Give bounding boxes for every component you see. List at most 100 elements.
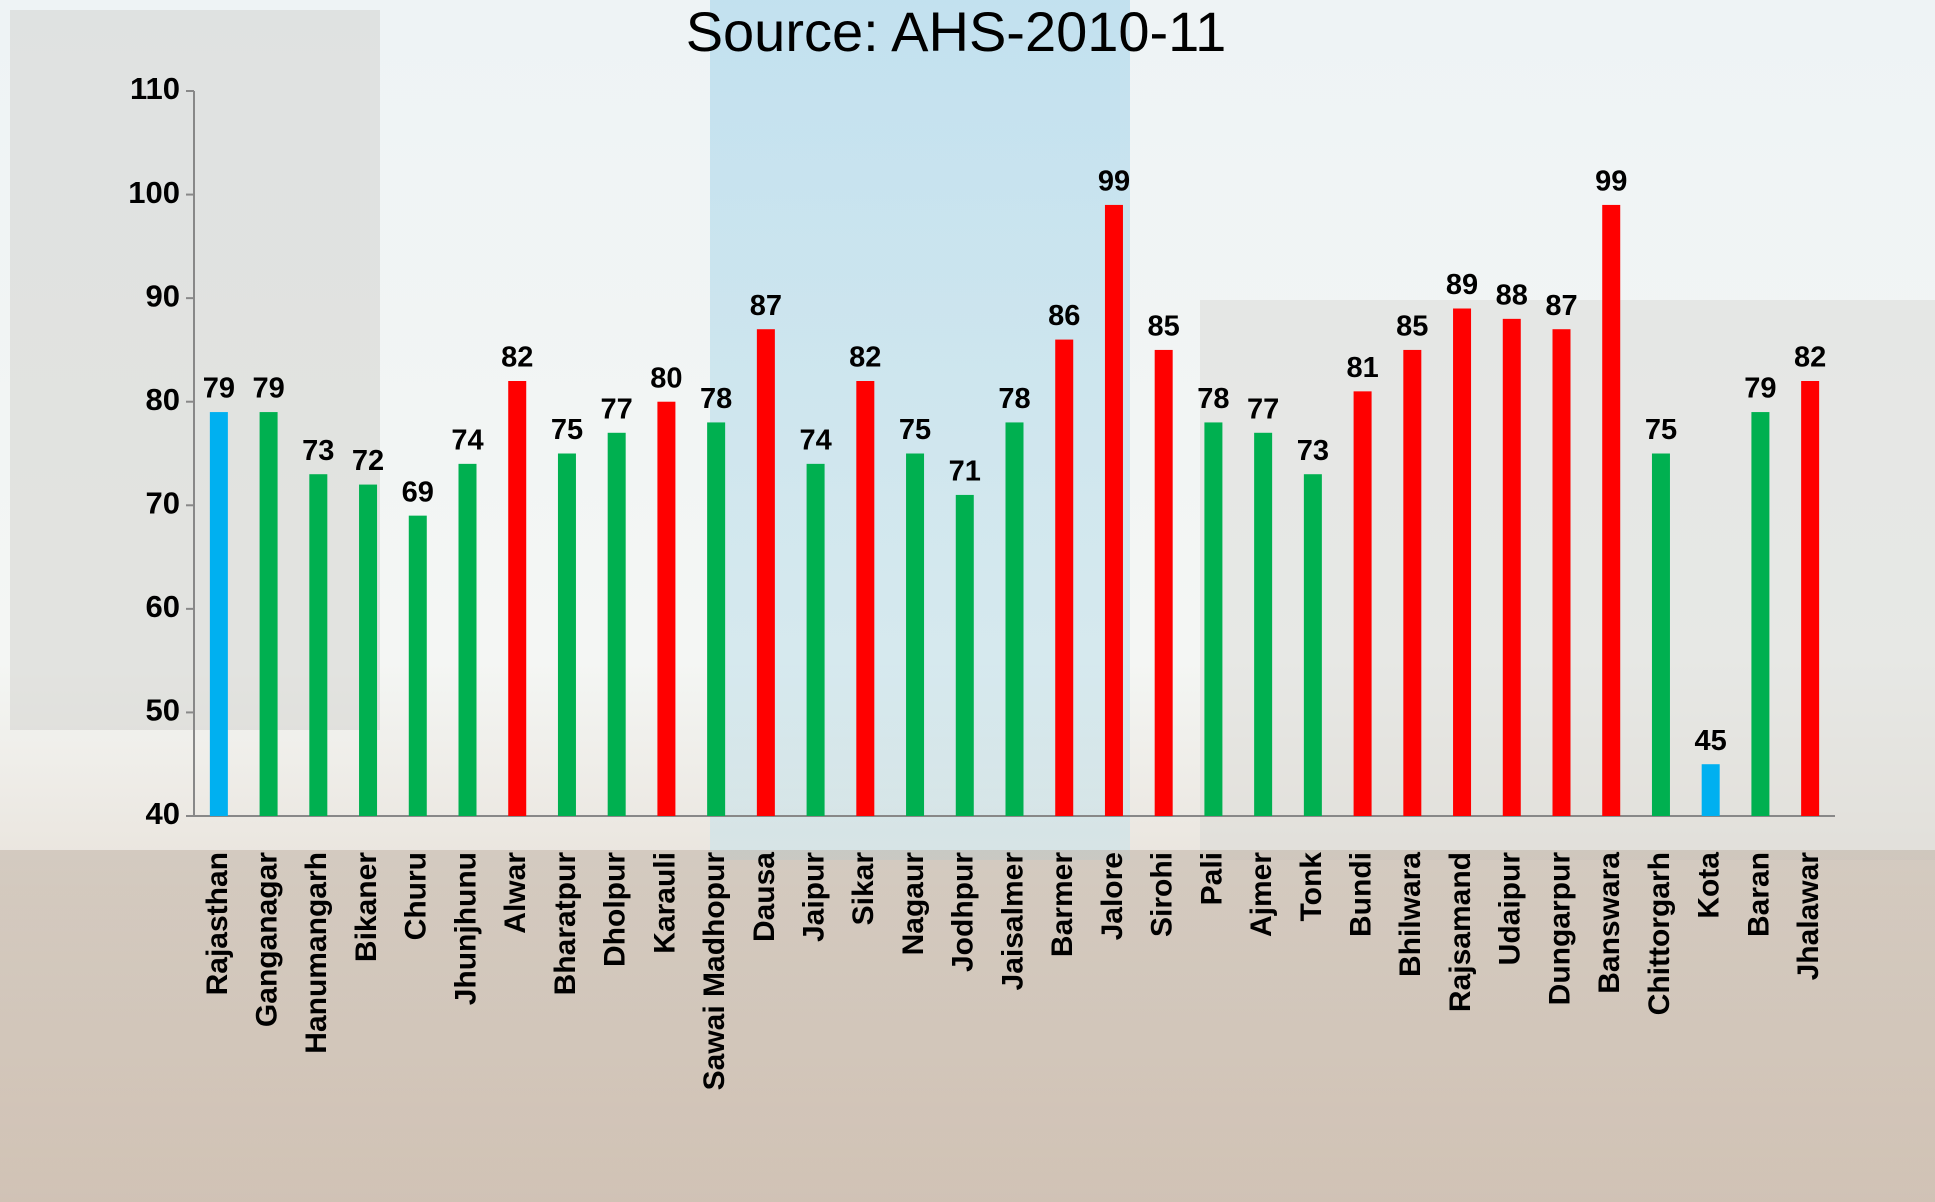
bar (608, 433, 626, 816)
x-tick-label: Kota (1693, 852, 1726, 919)
value-label: 73 (1297, 435, 1329, 467)
bar (707, 422, 725, 816)
bar (1105, 205, 1123, 816)
x-tick-label: Bharatpur (549, 852, 582, 996)
y-tick-label: 70 (146, 485, 180, 520)
x-tick-label: Jhunjhunu (449, 852, 482, 1005)
x-tick-label: Karauli (648, 852, 681, 954)
x-tick-label: Bikaner (350, 852, 383, 962)
value-label: 87 (750, 290, 782, 322)
value-label: 75 (899, 414, 931, 446)
x-tick-label: Udaipur (1494, 852, 1527, 966)
y-tick-label: 110 (130, 71, 180, 106)
value-label: 85 (1396, 311, 1428, 343)
x-tick-label: Bundi (1345, 852, 1378, 937)
value-label: 74 (799, 425, 831, 457)
x-tick-label: Ajmer (1245, 852, 1278, 937)
bar (1354, 391, 1372, 816)
value-label: 85 (1148, 311, 1180, 343)
y-tick-label: 50 (146, 693, 180, 728)
value-label: 78 (1197, 383, 1229, 415)
x-tick-label: Barmer (1046, 852, 1079, 957)
x-tick-label: Sirohi (1146, 852, 1179, 937)
value-label: 73 (302, 435, 334, 467)
x-tick-label: Dungarpur (1543, 852, 1576, 1006)
x-tick-label: Ganganagar (251, 852, 284, 1027)
y-tick-label: 90 (146, 278, 180, 313)
value-label: 82 (501, 342, 533, 374)
bar (856, 381, 874, 816)
bar (956, 495, 974, 816)
value-label: 81 (1346, 352, 1378, 384)
x-tick-label: Rajasthan (201, 852, 234, 995)
x-tick-label: Jaisalmer (996, 852, 1029, 991)
value-label: 99 (1595, 166, 1627, 198)
x-tick-label: Dholpur (599, 852, 632, 967)
bar (1801, 381, 1819, 816)
bar (309, 474, 327, 816)
value-label: 78 (998, 383, 1030, 415)
x-tick-label: Jalore (1096, 852, 1129, 940)
value-label: 79 (203, 373, 235, 405)
bar (1254, 433, 1272, 816)
value-label: 77 (1247, 393, 1279, 425)
bar (757, 329, 775, 816)
value-label: 99 (1098, 166, 1130, 198)
value-label: 75 (551, 414, 583, 446)
bar (260, 412, 278, 816)
x-tick-label: Jodhpur (947, 852, 980, 972)
x-tick-label: Alwar (499, 852, 532, 934)
bar (508, 381, 526, 816)
x-tick-label: Nagaur (897, 852, 930, 956)
value-label: 77 (601, 393, 633, 425)
value-label: 80 (650, 362, 682, 394)
value-label: 45 (1695, 725, 1727, 757)
bar (558, 454, 576, 817)
x-tick-label: Hanumangarh (300, 852, 333, 1054)
bar (1006, 422, 1024, 816)
x-tick-label: Sikar (847, 852, 880, 926)
bar (1702, 764, 1720, 816)
x-tick-label: Pali (1195, 852, 1228, 905)
x-tick-label: Bhilwara (1394, 852, 1427, 977)
bar (1403, 350, 1421, 816)
value-label: 74 (451, 425, 483, 457)
chart: Source: AHS-2010-11 40 50 60 70 80 90 100 110 Ra… (0, 0, 1935, 1202)
bar (1155, 350, 1173, 816)
bar (459, 464, 477, 816)
bar (1652, 454, 1670, 817)
bar (210, 412, 228, 816)
bar (1553, 329, 1571, 816)
x-tick-label: Tonk (1295, 852, 1328, 922)
y-tick-label: 100 (128, 175, 180, 210)
x-tick-label: Baran (1742, 852, 1775, 937)
bar (1304, 474, 1322, 816)
x-tick-label: Chittorgarh (1643, 852, 1676, 1015)
value-label: 72 (352, 445, 384, 477)
bar (1602, 205, 1620, 816)
value-label: 75 (1645, 414, 1677, 446)
value-label: 79 (1744, 373, 1776, 405)
y-tick-label: 60 (146, 589, 180, 624)
bar (1204, 422, 1222, 816)
y-tick-label: 40 (146, 796, 180, 831)
value-label: 69 (402, 476, 434, 508)
bar (1055, 340, 1073, 816)
value-label: 86 (1048, 300, 1080, 332)
value-label: 89 (1446, 269, 1478, 301)
bar (657, 402, 675, 816)
bar (1751, 412, 1769, 816)
x-tick-label: Banswara (1593, 852, 1626, 994)
value-label: 82 (1794, 342, 1826, 374)
chart-title: Source: AHS-2010-11 (686, 0, 1227, 63)
bar (906, 454, 924, 817)
value-label: 79 (252, 373, 284, 405)
value-label: 82 (849, 342, 881, 374)
x-tick-label: Dausa (748, 852, 781, 942)
bar (807, 464, 825, 816)
bar (1503, 319, 1521, 816)
bar (1453, 309, 1471, 817)
value-label: 78 (700, 383, 732, 415)
x-tick-label: Jaipur (798, 852, 831, 942)
x-tick-label: Jhalawar (1792, 852, 1825, 981)
